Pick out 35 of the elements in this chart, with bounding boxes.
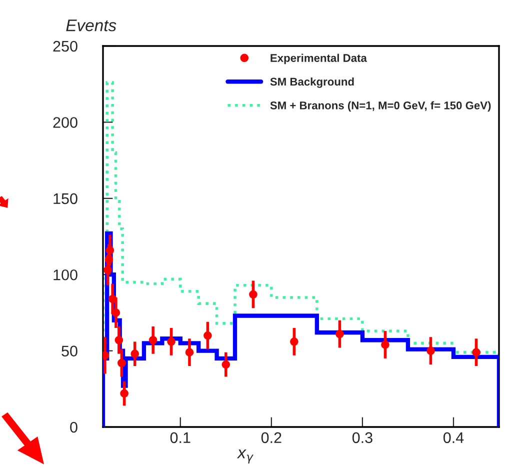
x-axis-title: x$_{γ}$ bbox=[236, 449, 254, 464]
point bbox=[117, 358, 126, 368]
y-tick-label: 50 bbox=[62, 346, 78, 356]
x-tick-label: 0.4 bbox=[443, 432, 464, 444]
legend-label: SM Background bbox=[270, 77, 354, 88]
point bbox=[104, 255, 114, 264]
point bbox=[108, 294, 117, 304]
point bbox=[148, 336, 158, 344]
point bbox=[426, 346, 435, 355]
point bbox=[104, 266, 112, 274]
point bbox=[290, 337, 298, 346]
y-tick-label: 100 bbox=[54, 269, 78, 280]
y-tick-label: 250 bbox=[53, 40, 78, 52]
point bbox=[472, 348, 480, 356]
y-tick-label: 150 bbox=[54, 193, 78, 204]
x-tick-label: 0.3 bbox=[352, 432, 372, 444]
point bbox=[204, 331, 212, 340]
x-tick-label: 0.2 bbox=[261, 432, 282, 444]
y-tick-label: 0 bbox=[70, 422, 78, 433]
point bbox=[120, 389, 128, 398]
y-axis-title: Events bbox=[66, 20, 116, 32]
point bbox=[106, 246, 114, 254]
point bbox=[222, 360, 230, 369]
point bbox=[381, 340, 390, 349]
point bbox=[336, 330, 344, 338]
legend-label: SM + Branons (N=1, M=0 GeV, f= 150 GeV) bbox=[270, 101, 491, 112]
point bbox=[114, 336, 124, 344]
point bbox=[167, 337, 176, 346]
legend-label: Experimental Data bbox=[270, 54, 367, 64]
point bbox=[130, 350, 140, 358]
point bbox=[185, 348, 194, 356]
y-tick-label: 200 bbox=[53, 117, 78, 128]
point bbox=[112, 308, 120, 317]
point bbox=[249, 290, 258, 299]
x-tick-label: 0.1 bbox=[170, 432, 190, 444]
